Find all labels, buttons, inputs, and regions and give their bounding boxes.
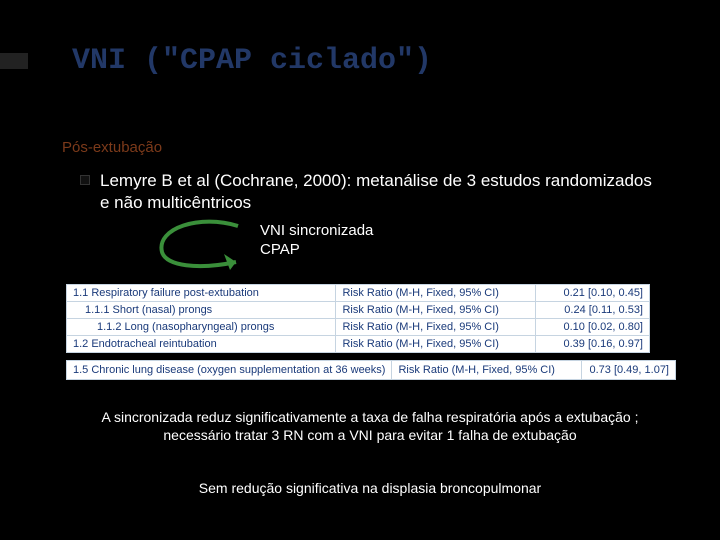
- evidence-table-2: 1.5 Chronic lung disease (oxygen supplem…: [66, 360, 676, 380]
- measure-cell: Risk Ratio (M-H, Fixed, 95% CI): [392, 361, 582, 380]
- section-heading: Pós-extubação: [62, 139, 162, 156]
- bullet-text: Lemyre B et al (Cochrane, 2000): metanál…: [100, 170, 660, 214]
- measure-cell: Risk Ratio (M-H, Fixed, 95% CI): [336, 336, 536, 353]
- value-cell: 0.73 [0.49, 1.07]: [582, 361, 676, 380]
- value-cell: 0.21 [0.10, 0.45]: [536, 285, 650, 302]
- slide-title: VNI ("CPAP ciclado"): [72, 44, 432, 78]
- value-cell: 0.39 [0.16, 0.97]: [536, 336, 650, 353]
- measure-cell: Risk Ratio (M-H, Fixed, 95% CI): [336, 285, 536, 302]
- value-cell: 0.24 [0.11, 0.53]: [536, 302, 650, 319]
- accent-stripes: [0, 36, 28, 86]
- bullet-item: Lemyre B et al (Cochrane, 2000): metanál…: [80, 170, 660, 214]
- outcome-cell: 1.5 Chronic lung disease (oxygen supplem…: [67, 361, 392, 380]
- table-row: 1.2 Endotracheal reintubation Risk Ratio…: [67, 336, 650, 353]
- outcome-cell: 1.1 Respiratory failure post-extubation: [67, 285, 336, 302]
- table-row: 1.1 Respiratory failure post-extubation …: [67, 285, 650, 302]
- outcome-cell: 1.1.2 Long (nasopharyngeal) prongs: [67, 319, 336, 336]
- table-row: 1.1.2 Long (nasopharyngeal) prongs Risk …: [67, 319, 650, 336]
- evidence-table-1: 1.1 Respiratory failure post-extubation …: [66, 284, 650, 353]
- bullet-marker: [80, 175, 90, 185]
- table-row: 1.1.1 Short (nasal) prongs Risk Ratio (M…: [67, 302, 650, 319]
- measure-cell: Risk Ratio (M-H, Fixed, 95% CI): [336, 319, 536, 336]
- label-vni: VNI sincronizada: [260, 222, 373, 241]
- table-row: 1.5 Chronic lung disease (oxygen supplem…: [67, 361, 676, 380]
- value-cell: 0.10 [0.02, 0.80]: [536, 319, 650, 336]
- measure-cell: Risk Ratio (M-H, Fixed, 95% CI): [336, 302, 536, 319]
- outcome-cell: 1.2 Endotracheal reintubation: [67, 336, 336, 353]
- conclusion-text-1: A sincronizada reduz significativamente …: [90, 408, 650, 444]
- comparison-labels: VNI sincronizada CPAP: [260, 222, 373, 260]
- outcome-cell: 1.1.1 Short (nasal) prongs: [67, 302, 336, 319]
- curved-arrow-icon: [150, 218, 250, 279]
- label-cpap: CPAP: [260, 241, 373, 260]
- conclusion-text-2: Sem redução significativa na displasia b…: [90, 480, 650, 496]
